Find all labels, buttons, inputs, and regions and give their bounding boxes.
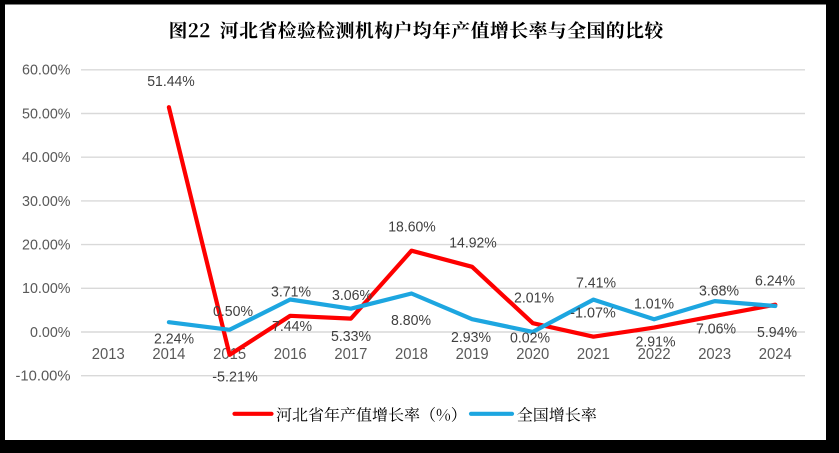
svg-text:2014: 2014 — [152, 346, 185, 363]
svg-text:0.50%: 0.50% — [213, 303, 253, 320]
svg-text:0.02%: 0.02% — [510, 329, 550, 346]
svg-text:7.06%: 7.06% — [696, 320, 736, 337]
svg-text:2019: 2019 — [456, 346, 489, 363]
svg-text:2016: 2016 — [274, 346, 307, 363]
svg-text:5.33%: 5.33% — [331, 328, 371, 345]
svg-text:0.00%: 0.00% — [30, 324, 71, 341]
svg-text:2018: 2018 — [395, 346, 428, 363]
svg-text:2.91%: 2.91% — [636, 333, 676, 350]
svg-text:2.01%: 2.01% — [514, 289, 554, 306]
svg-text:2023: 2023 — [698, 346, 731, 363]
svg-text:40.00%: 40.00% — [22, 149, 71, 166]
svg-text:2.93%: 2.93% — [451, 329, 491, 346]
svg-text:30.00%: 30.00% — [22, 193, 71, 210]
svg-text:60.00%: 60.00% — [22, 62, 71, 79]
svg-text:2021: 2021 — [577, 346, 610, 363]
svg-text:-10.00%: -10.00% — [16, 368, 71, 385]
svg-text:5.94%: 5.94% — [757, 324, 797, 341]
svg-text:7.41%: 7.41% — [576, 274, 616, 291]
svg-text:-5.21%: -5.21% — [212, 368, 258, 385]
svg-text:3.71%: 3.71% — [271, 283, 311, 300]
svg-text:3.06%: 3.06% — [332, 287, 372, 304]
svg-text:50.00%: 50.00% — [22, 105, 71, 122]
svg-text:3.68%: 3.68% — [699, 282, 739, 299]
svg-text:2024: 2024 — [759, 346, 792, 363]
svg-text:7.44%: 7.44% — [272, 318, 312, 335]
svg-text:51.44%: 51.44% — [147, 73, 195, 90]
svg-text:14.92%: 14.92% — [449, 234, 497, 251]
svg-text:1.01%: 1.01% — [634, 295, 674, 312]
svg-text:2020: 2020 — [516, 346, 549, 363]
svg-text:2013: 2013 — [92, 346, 125, 363]
svg-text:10.00%: 10.00% — [22, 280, 71, 297]
svg-text:-1.07%: -1.07% — [570, 304, 616, 321]
svg-text:2017: 2017 — [334, 346, 367, 363]
svg-text:2.24%: 2.24% — [154, 330, 194, 347]
svg-text:18.60%: 18.60% — [388, 218, 436, 235]
svg-text:20.00%: 20.00% — [22, 237, 71, 254]
svg-text:6.24%: 6.24% — [755, 272, 795, 289]
svg-text:2022: 2022 — [638, 346, 671, 363]
svg-text:8.80%: 8.80% — [391, 312, 431, 329]
